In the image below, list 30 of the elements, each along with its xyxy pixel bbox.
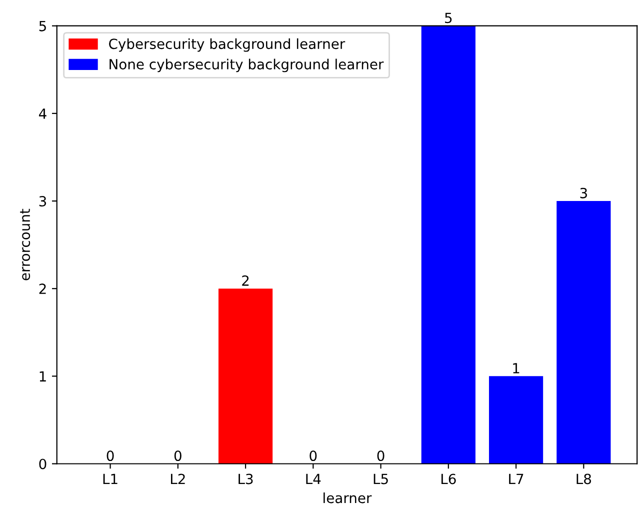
bar: [556, 201, 611, 464]
x-tick-label: L8: [576, 474, 591, 484]
data-label: 5: [445, 12, 452, 24]
y-axis-title: errorcount: [20, 208, 30, 280]
legend-label: Cybersecurity background learner: [109, 38, 346, 52]
data-label: 0: [106, 450, 114, 462]
data-label: 0: [377, 450, 384, 462]
y-tick-label: 5: [39, 21, 46, 32]
legend-label: None cybersecurity background learner: [110, 58, 384, 72]
data-label: 0: [310, 450, 317, 462]
y-tick-label: 0: [39, 458, 46, 470]
x-tick-label: L5: [374, 474, 388, 484]
data-label: 1: [513, 363, 520, 374]
data-label: 3: [580, 188, 587, 198]
bar: [421, 26, 476, 464]
data-label: 2: [242, 275, 249, 286]
bar: [218, 288, 273, 464]
bar: [488, 376, 544, 464]
x-tick-label: L3: [238, 474, 253, 484]
x-tick-label: L4: [306, 474, 321, 484]
x-tick-label: L7: [509, 474, 524, 484]
y-tick-label: 1: [40, 371, 46, 382]
y-tick-label: 2: [39, 284, 46, 294]
x-tick-label: L2: [170, 474, 185, 484]
y-tick-label: 4: [38, 108, 46, 119]
x-axis-title: learner: [324, 492, 372, 504]
data-label: 0: [174, 450, 182, 462]
x-tick-label: L1: [103, 474, 118, 484]
x-tick-label: L6: [441, 474, 456, 484]
y-tick-label: 3: [39, 196, 46, 206]
